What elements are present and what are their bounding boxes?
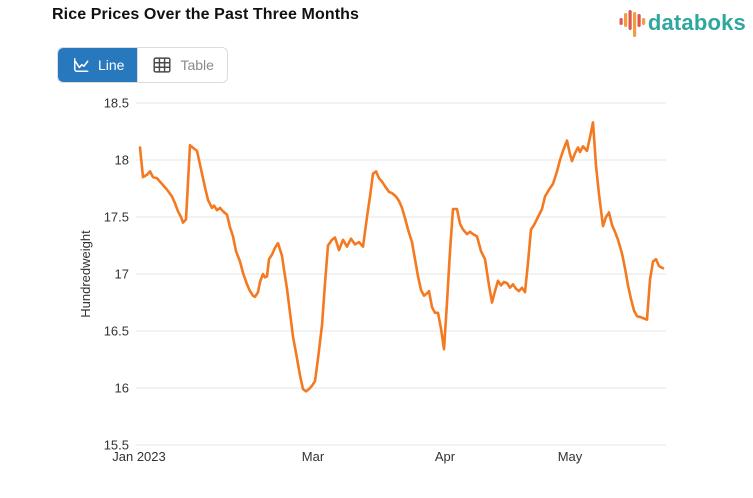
page-title: Rice Prices Over the Past Three Months (52, 6, 360, 23)
y-tick-label: 17 (115, 267, 129, 282)
x-tick-label: May (558, 449, 583, 464)
y-axis-title: Hundredweight (78, 230, 93, 318)
y-tick-label: 16.5 (104, 324, 129, 339)
databoks-logo-icon (619, 10, 646, 37)
line-view-button[interactable]: Line (58, 48, 138, 82)
y-tick-label: 16 (115, 381, 129, 396)
y-tick-label: 15.5 (104, 438, 129, 453)
table-view-label: Table (180, 57, 214, 73)
y-tick-label: 17.5 (104, 210, 129, 225)
price-series-line (138, 121, 665, 393)
y-tick-label: 18.5 (104, 96, 129, 111)
table-icon (153, 57, 171, 73)
databoks-logo: databoks (619, 8, 746, 38)
view-toggle: Line Table (58, 48, 227, 82)
databoks-logo-text: databoks (647, 10, 746, 35)
x-tick-label: Apr (435, 449, 456, 464)
y-tick-label: 18 (115, 153, 129, 168)
line-chart-icon (74, 58, 89, 72)
x-tick-label: Jan 2023 (112, 449, 166, 464)
x-tick-label: Mar (302, 449, 325, 464)
table-view-button[interactable]: Table (137, 48, 227, 82)
line-view-label: Line (98, 57, 125, 73)
